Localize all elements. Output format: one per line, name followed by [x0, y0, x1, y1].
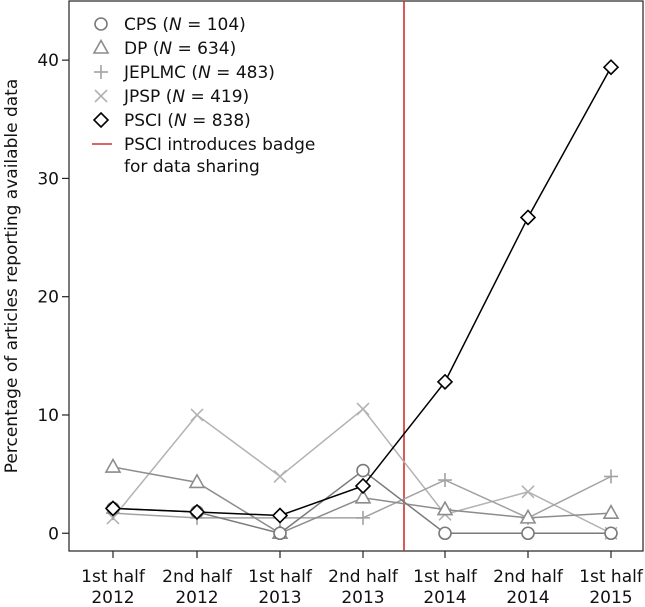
point-cps: [273, 526, 287, 541]
x-tick-label: 1st half: [579, 567, 644, 587]
point-jeplmc: [438, 473, 452, 488]
legend-label-badge: for data sharing: [124, 157, 260, 177]
point-jeplmc: [604, 469, 618, 484]
y-tick-label: 30: [37, 169, 59, 189]
point-cps: [356, 463, 370, 478]
x-tick-label: 2013: [341, 588, 384, 607]
legend-marker-jpsp: [94, 89, 108, 103]
point-psci: [104, 500, 122, 517]
x-tick-label: 2015: [589, 588, 632, 607]
x-tick-label: 2012: [175, 588, 218, 607]
x-tick-label: 1st half: [81, 567, 146, 587]
legend-item-jeplmc: JEPLMC (N = 483): [94, 63, 275, 83]
point-dp: [436, 500, 454, 516]
legend-marker-jeplmc: [94, 65, 108, 79]
y-tick-label: 0: [48, 524, 59, 544]
x-tick-label: 2nd half: [328, 567, 399, 587]
point-jpsp: [521, 485, 535, 499]
point-psci: [271, 507, 289, 524]
point-psci: [354, 477, 372, 495]
legend: CPS (N = 104) DP (N = 634) JEPLMC (N = 483…: [92, 15, 315, 177]
x-tick-label: 2013: [258, 588, 301, 607]
y-tick-label: 10: [37, 406, 59, 426]
point-psci: [602, 59, 620, 76]
point-cps: [521, 526, 535, 541]
point-cps: [604, 526, 618, 541]
point-psci: [188, 503, 206, 521]
legend-item-dp: DP (N = 634): [92, 38, 236, 59]
y-tick-label: 40: [37, 51, 59, 71]
x-tick-label: 2nd half: [493, 567, 564, 587]
legend-label-jpsp: JPSP (N = 419): [123, 87, 249, 107]
y-axis-title: Percentage of articles reporting availab…: [2, 79, 22, 473]
point-jpsp: [190, 408, 204, 422]
point-dp: [519, 508, 537, 524]
series-psci: [104, 59, 620, 524]
x-tick-label: 2012: [91, 588, 134, 607]
point-dp: [354, 488, 372, 504]
legend-marker-dp: [92, 38, 110, 54]
point-jeplmc: [356, 510, 370, 525]
legend-item-cps: CPS (N = 104): [94, 15, 246, 35]
plot-frame: [68, 0, 644, 552]
legend-label-jeplmc: JEPLMC (N = 483): [123, 63, 275, 83]
point-dp: [602, 504, 620, 519]
legend-item-psci: PSCI (N = 838): [92, 111, 251, 131]
point-dp: [104, 457, 122, 473]
x-tick-label: 1st half: [413, 567, 478, 587]
legend-marker-cps: [94, 17, 108, 31]
legend-label-psci: PSCI (N = 838): [124, 111, 251, 131]
legend-label-dp: DP (N = 634): [124, 39, 236, 59]
point-cps: [438, 526, 452, 541]
legend-marker-psci: [92, 111, 110, 129]
y-tick-label: 20: [37, 288, 59, 308]
series-group: [104, 59, 620, 541]
legend-label-cps: CPS (N = 104): [124, 15, 246, 35]
point-psci: [436, 373, 454, 390]
point-psci: [519, 209, 537, 226]
y-axis: 0 10 20 30 40: [37, 51, 69, 544]
legend-item-jpsp: JPSP (N = 419): [94, 87, 249, 107]
x-tick-label: 2014: [506, 588, 549, 607]
legend-label-badge: PSCI introduces badge: [124, 135, 315, 155]
point-jpsp: [356, 402, 370, 416]
x-tick-label: 1st half: [248, 567, 313, 587]
x-tick-label: 2nd half: [162, 567, 233, 587]
point-jpsp: [273, 469, 287, 484]
point-dp: [188, 473, 206, 489]
x-tick-label: 2014: [423, 588, 466, 607]
